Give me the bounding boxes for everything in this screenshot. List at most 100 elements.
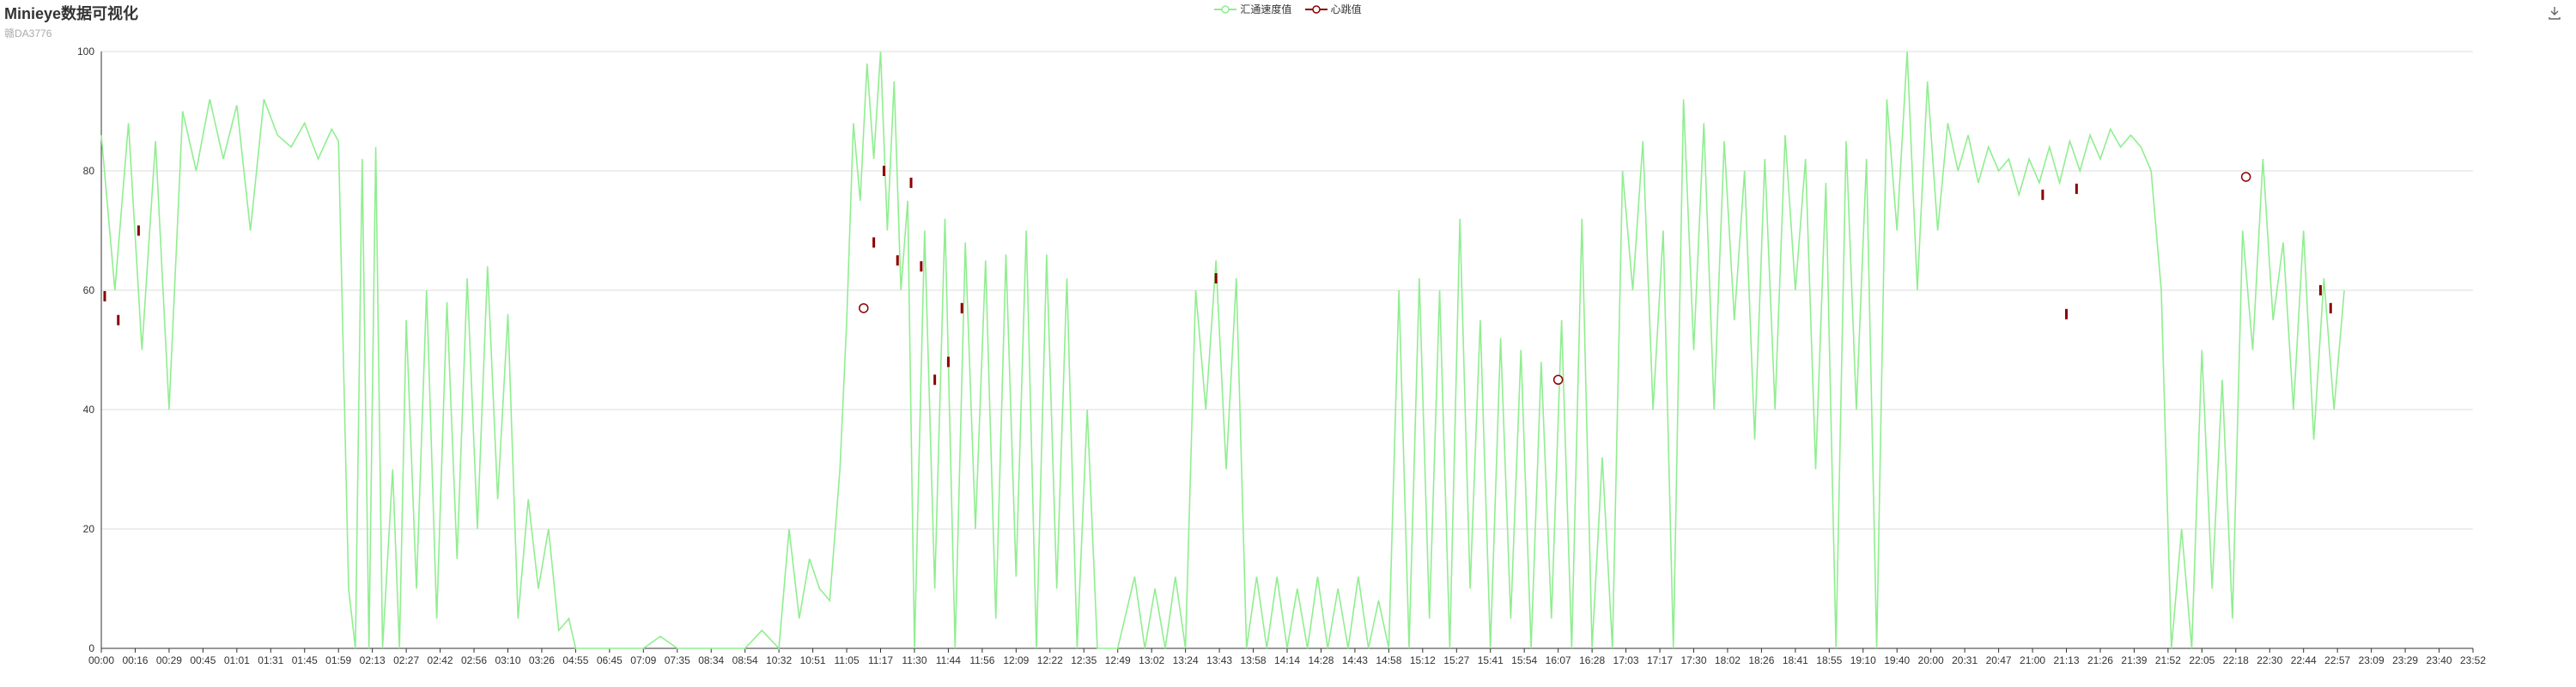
x-tick-label: 12:35	[1071, 654, 1097, 666]
x-tick-label: 07:09	[630, 654, 656, 666]
heartbeat-bar	[2329, 302, 2332, 313]
page-title: Minieye数据可视化	[4, 5, 139, 22]
x-tick-label: 03:26	[529, 654, 555, 666]
heartbeat-bar	[896, 255, 899, 266]
heartbeat-bar	[103, 290, 106, 301]
x-tick-label: 21:00	[2020, 654, 2045, 666]
heartbeat-marker	[2240, 172, 2251, 182]
heartbeat-bar	[872, 237, 876, 248]
x-axis: 00:00 00:16 00:29 00:45 01:01 01:31 01:45 01:59…	[88, 647, 2486, 666]
x-tick-label: 17:30	[1680, 654, 1706, 666]
x-tick-label: 16:07	[1546, 654, 1571, 666]
x-tick-label: 14:58	[1376, 654, 1401, 666]
x-tick-label: 23:52	[2460, 654, 2486, 666]
x-tick-label: 22:44	[2291, 654, 2317, 666]
x-tick-label: 14:43	[1342, 654, 1368, 666]
x-tick-label: 13:02	[1139, 654, 1164, 666]
x-tick-label: 00:29	[156, 654, 182, 666]
heartbeat-bar	[920, 261, 923, 272]
x-tick-label: 01:59	[325, 654, 351, 666]
x-tick-label: 04:55	[562, 654, 588, 666]
y-tick-label: 0	[88, 642, 94, 654]
x-tick-label: 23:29	[2392, 654, 2418, 666]
x-tick-label: 11:05	[834, 654, 859, 666]
x-tick-label: 03:10	[495, 654, 520, 666]
x-tick-label: 14:28	[1308, 654, 1334, 666]
x-tick-label: 02:56	[461, 654, 487, 666]
download-icon[interactable]	[2547, 5, 2562, 25]
x-tick-label: 06:45	[597, 654, 623, 666]
x-tick-label: 10:51	[800, 654, 826, 666]
x-tick-label: 17:03	[1613, 654, 1639, 666]
heartbeat-bar	[1214, 273, 1218, 284]
x-tick-label: 12:09	[1003, 654, 1029, 666]
x-tick-label: 23:40	[2427, 654, 2452, 666]
x-tick-label: 21:13	[2053, 654, 2079, 666]
x-tick-label: 21:52	[2155, 654, 2181, 666]
heartbeat-bar	[909, 177, 913, 188]
x-tick-label: 22:18	[2223, 654, 2249, 666]
x-tick-label: 20:00	[1918, 654, 1944, 666]
series-layer	[100, 51, 2345, 650]
x-tick-label: 11:30	[902, 654, 927, 666]
x-tick-label: 01:45	[292, 654, 318, 666]
x-tick-label: 20:47	[1986, 654, 2012, 666]
heartbeat-bar	[882, 166, 885, 176]
x-tick-label: 11:17	[868, 654, 893, 666]
heartbeat-bar	[946, 356, 950, 368]
x-tick-label: 08:54	[732, 654, 758, 666]
x-tick-label: 23:09	[2359, 654, 2385, 666]
grid-lines	[101, 51, 2473, 530]
y-axis: 0 20 40 60 80 100	[77, 46, 102, 654]
y-tick-label: 20	[83, 523, 95, 535]
y-tick-label: 60	[83, 284, 95, 296]
x-tick-label: 12:22	[1037, 654, 1063, 666]
x-tick-label: 01:31	[258, 654, 283, 666]
chart-legend: 汇通速度值 心跳值	[0, 2, 2576, 17]
x-tick-label: 14:14	[1274, 654, 1300, 666]
x-tick-label: 21:26	[2087, 654, 2113, 666]
x-tick-label: 15:27	[1443, 654, 1469, 666]
x-tick-label: 08:34	[698, 654, 724, 666]
x-tick-label: 18:02	[1715, 654, 1741, 666]
speed-series-line	[100, 51, 2345, 650]
x-tick-label: 02:13	[360, 654, 386, 666]
x-tick-label: 11:44	[936, 654, 961, 666]
x-tick-label: 13:24	[1173, 654, 1199, 666]
legend-item-speed[interactable]: 汇通速度值	[1214, 2, 1291, 16]
x-tick-label: 15:41	[1478, 654, 1504, 666]
y-tick-label: 40	[83, 404, 95, 416]
x-tick-label: 01:01	[224, 654, 250, 666]
heartbeat-bar	[2041, 189, 2044, 200]
heartbeat-bar	[2065, 308, 2069, 319]
x-tick-label: 00:16	[122, 654, 148, 666]
heartbeat-bar	[137, 225, 140, 236]
x-tick-label: 02:27	[393, 654, 419, 666]
x-tick-label: 00:00	[88, 654, 114, 666]
x-tick-label: 21:39	[2121, 654, 2147, 666]
legend-heartbeat-icon	[1304, 4, 1327, 14]
heartbeat-bar	[117, 314, 120, 325]
x-tick-label: 18:26	[1748, 654, 1774, 666]
page-subtitle: 赣DA3776	[4, 27, 52, 40]
legend-speed-label: 汇通速度值	[1240, 3, 1292, 15]
x-tick-label: 22:57	[2324, 654, 2350, 666]
heartbeat-bar	[933, 374, 937, 386]
x-tick-label: 16:28	[1579, 654, 1605, 666]
x-tick-label: 17:17	[1647, 654, 1673, 666]
heartbeat-bar	[2318, 285, 2322, 295]
legend-item-heartbeat[interactable]: 心跳值	[1304, 2, 1362, 16]
x-tick-label: 07:35	[665, 654, 690, 666]
x-tick-label: 15:12	[1410, 654, 1436, 666]
x-tick-label: 12:49	[1105, 654, 1131, 666]
x-tick-label: 02:42	[428, 654, 453, 666]
x-tick-label: 19:10	[1850, 654, 1876, 666]
legend-speed-icon	[1214, 4, 1237, 14]
x-tick-label: 13:43	[1206, 654, 1232, 666]
x-tick-label: 10:32	[766, 654, 792, 666]
x-tick-label: 13:58	[1241, 654, 1267, 666]
y-tick-label: 80	[83, 165, 95, 177]
heartbeat-bar	[960, 302, 963, 313]
x-tick-label: 20:31	[1952, 654, 1978, 666]
